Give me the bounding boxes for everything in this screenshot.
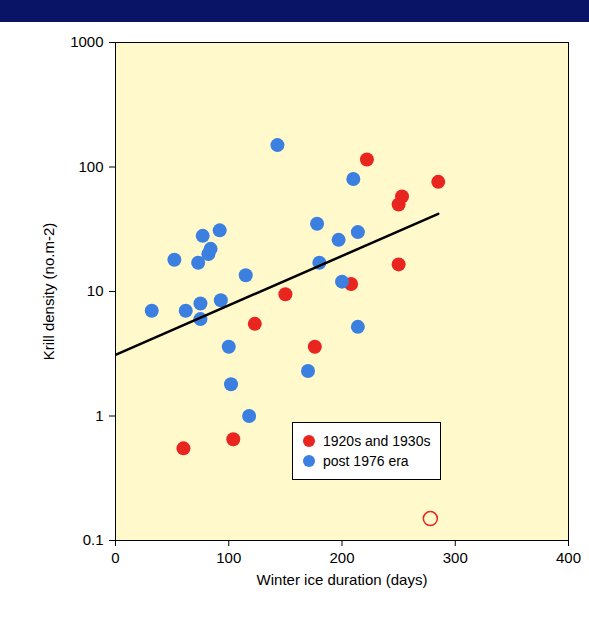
svg-text:100: 100 (78, 158, 103, 175)
svg-text:Krill density (no.m-2): Krill density (no.m-2) (40, 223, 57, 361)
html-text:1920s and 1930s: 1920s and 1930s (323, 433, 431, 449)
svg-text:200: 200 (329, 549, 354, 566)
svg-text:300: 300 (443, 549, 468, 566)
html-text:post 1976 era: post 1976 era (323, 453, 409, 469)
svg-text:1: 1 (95, 407, 103, 424)
svg-text:0.1: 0.1 (83, 531, 104, 548)
svg-text:1000: 1000 (70, 33, 103, 50)
svg-text:10: 10 (87, 282, 104, 299)
svg-text:400: 400 (556, 549, 581, 566)
svg-text:Winter ice duration (days): Winter ice duration (days) (257, 571, 428, 588)
svg-text:100: 100 (216, 549, 241, 566)
svg-text:0: 0 (111, 549, 119, 566)
